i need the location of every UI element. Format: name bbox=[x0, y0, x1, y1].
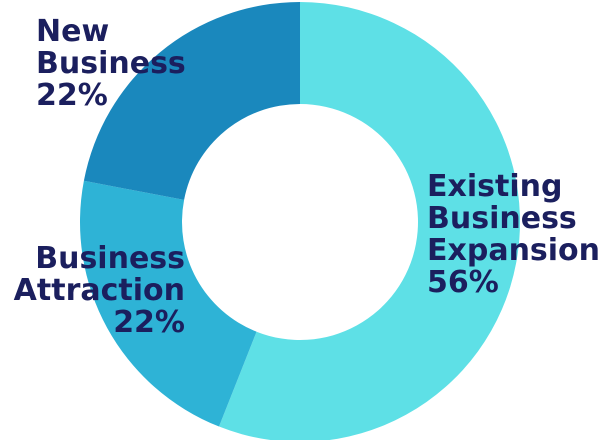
donut-slice-2 bbox=[83, 2, 300, 200]
slice-name-line: Business bbox=[427, 201, 577, 236]
donut-slice-1 bbox=[79, 180, 257, 427]
slice-name-line: Existing bbox=[427, 169, 562, 204]
slice-name-line: Business bbox=[36, 46, 186, 81]
slice-label-0: Existing Business Expansion 56% bbox=[427, 169, 600, 300]
slice-name-line: New bbox=[36, 14, 109, 49]
slice-labels: Existing Business Expansion 56%Business Attr… bbox=[14, 14, 600, 340]
slice-name-line: Expansion bbox=[427, 233, 600, 268]
donut-slices bbox=[79, 2, 520, 440]
slice-value-label: 56% bbox=[427, 265, 499, 300]
slice-value-label: 22% bbox=[36, 78, 108, 113]
slice-label-2: New Business 22% bbox=[36, 14, 186, 113]
slice-value-label: 22% bbox=[113, 305, 185, 340]
slice-name-line: Business bbox=[35, 241, 185, 276]
donut-slice-0 bbox=[219, 2, 520, 440]
slice-name-line: Attraction bbox=[14, 273, 185, 308]
slice-label-1: Business Attraction 22% bbox=[14, 241, 185, 340]
